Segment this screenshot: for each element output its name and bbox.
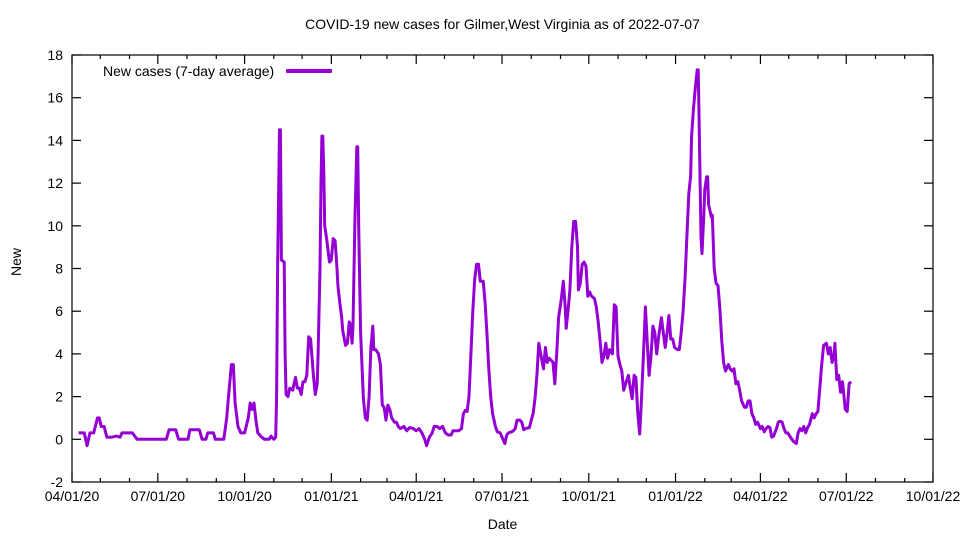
x-tick-label: 04/01/20 <box>45 488 100 504</box>
legend-line-sample <box>286 69 333 73</box>
y-axis-title: New <box>8 248 24 277</box>
x-tick-label: 04/01/22 <box>733 488 788 504</box>
x-tick-label: 01/01/22 <box>648 488 703 504</box>
x-axis-title: Date <box>487 516 518 532</box>
y-tick-label: 14 <box>47 132 63 148</box>
y-tick-label: 2 <box>55 389 63 405</box>
series-line-new-cases <box>78 68 853 448</box>
y-tick-label: 8 <box>55 261 63 277</box>
x-tick-label: 10/01/21 <box>562 488 617 504</box>
y-tick-label: 10 <box>47 218 63 234</box>
x-tick-label: 10/01/20 <box>217 488 272 504</box>
x-tick-label: 07/01/22 <box>819 488 874 504</box>
y-tick-label: 12 <box>47 175 63 191</box>
chart-title: COVID-19 new cases for Gilmer,West Virgi… <box>305 16 700 32</box>
legend-label: New cases (7-day average) <box>103 63 275 79</box>
x-tick-label: 04/01/21 <box>389 488 444 504</box>
y-tick-label: 16 <box>47 90 63 106</box>
y-tick-label: 6 <box>55 303 63 319</box>
y-tick-label: 0 <box>55 431 63 447</box>
x-tick-label: 10/01/22 <box>906 488 960 504</box>
x-tick-label: 07/01/21 <box>475 488 530 504</box>
legend: New cases (7-day average) <box>103 63 333 79</box>
x-tick-label: 07/01/20 <box>131 488 186 504</box>
y-tick-label: 18 <box>47 47 63 63</box>
plot-border <box>71 54 934 483</box>
y-tick-label: -2 <box>51 474 64 490</box>
y-tick-label: 4 <box>55 346 63 362</box>
x-tick-label: 01/01/21 <box>304 488 359 504</box>
